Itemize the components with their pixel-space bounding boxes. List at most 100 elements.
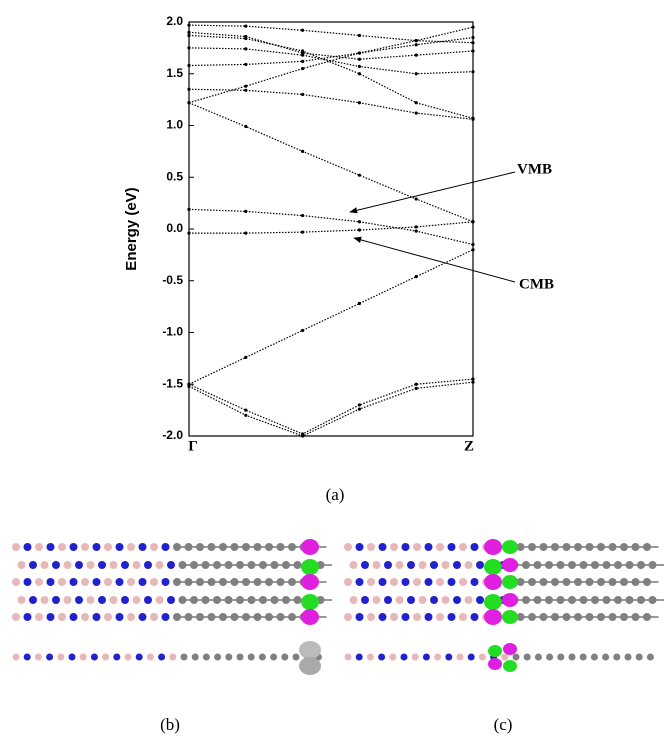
orbital-lobe: [502, 575, 518, 589]
atom: [81, 613, 89, 621]
atom: [539, 543, 548, 551]
atom: [556, 561, 565, 569]
atom: [568, 653, 576, 661]
atom: [167, 561, 175, 569]
atom: [367, 578, 375, 586]
band-point: [244, 408, 248, 412]
atom: [81, 578, 89, 586]
atom: [585, 543, 594, 551]
atom: [424, 543, 433, 551]
atom: [459, 578, 467, 586]
atom: [276, 613, 285, 621]
atom: [265, 613, 273, 621]
atom: [12, 653, 20, 661]
atom: [29, 596, 37, 604]
atom: [191, 653, 199, 661]
band-point: [301, 59, 305, 63]
atom: [242, 578, 250, 586]
band-line: [188, 381, 474, 437]
atom: [58, 578, 66, 586]
band-point: [357, 173, 361, 177]
band-point: [471, 35, 475, 40]
atom: [574, 613, 582, 621]
band-point: [357, 72, 361, 76]
atom: [127, 578, 135, 586]
atom: [167, 596, 175, 604]
orbital-lobe: [484, 539, 502, 555]
atom: [98, 561, 106, 569]
atom: [528, 578, 536, 586]
atom: [196, 578, 204, 586]
atom: [184, 543, 193, 551]
atom: [138, 543, 147, 551]
atom: [258, 653, 266, 661]
atom: [46, 613, 55, 621]
atom: [522, 561, 530, 569]
band-point: [187, 63, 191, 68]
atom: [447, 613, 456, 621]
atom: [546, 653, 554, 661]
band-point: [357, 51, 361, 55]
atom: [551, 613, 559, 621]
atom: [150, 543, 158, 551]
atom: [620, 613, 628, 621]
atom: [516, 613, 525, 621]
atom: [207, 578, 216, 586]
atom: [127, 543, 135, 551]
atom: [69, 543, 78, 551]
atom: [247, 596, 256, 604]
band-point: [301, 434, 305, 438]
orbital-lobe: [502, 593, 518, 607]
atom: [68, 653, 76, 661]
atom: [190, 596, 198, 604]
band-point: [187, 231, 191, 235]
atom: [69, 613, 78, 621]
band-line: [188, 378, 474, 435]
atom: [424, 578, 433, 586]
atom: [539, 578, 548, 586]
atom: [372, 561, 381, 569]
annotation: VMB: [517, 161, 552, 177]
atom: [562, 578, 571, 586]
atom: [265, 543, 273, 551]
atom: [90, 653, 98, 661]
atom: [349, 596, 358, 604]
atom: [441, 561, 450, 569]
atom: [79, 653, 87, 661]
atom: [207, 613, 216, 621]
atom: [144, 561, 152, 569]
band-point: [244, 88, 248, 92]
atom: [270, 653, 278, 661]
atom: [453, 561, 461, 569]
atom: [372, 596, 381, 604]
atom: [23, 578, 32, 586]
atom: [127, 613, 135, 621]
atom: [614, 596, 622, 604]
band-point: [471, 49, 475, 53]
atom: [161, 613, 170, 621]
band-line: [188, 36, 474, 104]
atom: [445, 653, 453, 661]
atom: [625, 561, 634, 569]
band-point: [187, 87, 191, 91]
atom: [115, 613, 124, 621]
atom: [52, 596, 60, 604]
atom: [551, 578, 559, 586]
band-point: [244, 231, 248, 235]
band-point: [244, 62, 248, 67]
atom: [282, 596, 290, 604]
atom: [533, 596, 542, 604]
atom: [447, 578, 456, 586]
atom: [259, 561, 267, 569]
atom: [602, 561, 611, 569]
atom: [411, 653, 419, 661]
atom: [12, 578, 20, 586]
atom: [344, 543, 352, 551]
orbital-lobe: [301, 559, 319, 575]
atom: [539, 613, 548, 621]
atom: [214, 653, 222, 661]
atom: [355, 613, 364, 621]
atom: [34, 653, 42, 661]
atom: [224, 561, 233, 569]
atom: [361, 561, 369, 569]
